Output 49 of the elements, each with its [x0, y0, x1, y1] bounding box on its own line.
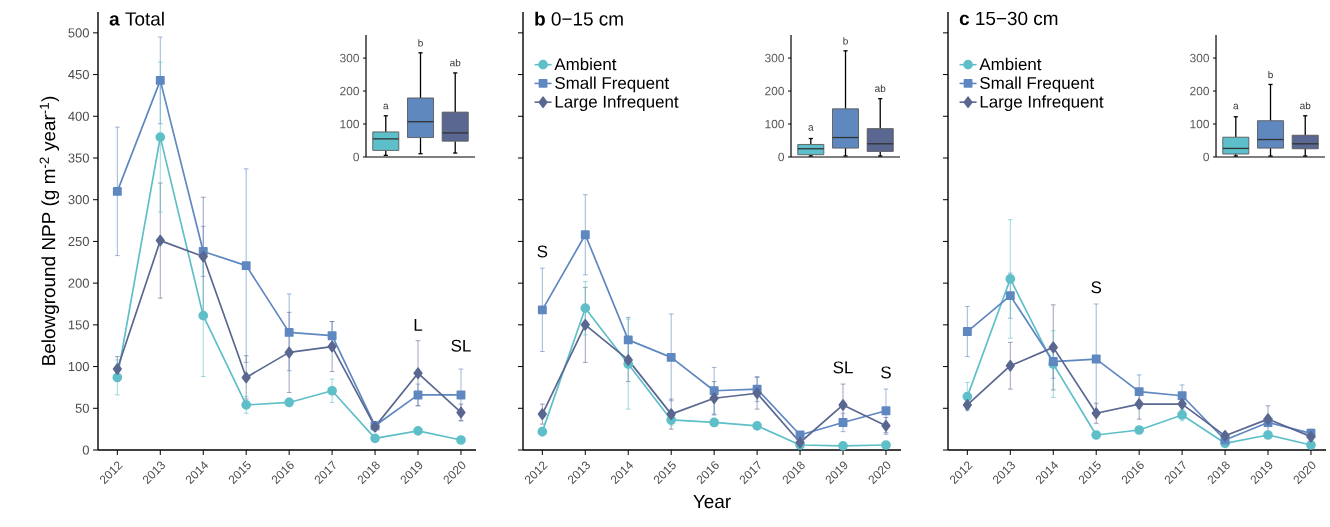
- y-tick-label: 400: [68, 111, 89, 121]
- y-tick-label: 250: [68, 236, 89, 247]
- annotation: ab: [875, 84, 886, 93]
- annotation: SL: [833, 361, 853, 374]
- y-tick-label: 300: [68, 195, 89, 205]
- y-tick-label: 300: [765, 53, 785, 63]
- annotation: ab: [450, 59, 461, 67]
- annotation: b: [843, 37, 848, 45]
- x-axis-title: Year: [693, 494, 731, 509]
- annotation: L: [414, 319, 423, 331]
- annotation: a: [1233, 103, 1239, 110]
- y-tick-label: 350: [68, 153, 89, 163]
- y-tick-label: 300: [339, 53, 360, 63]
- y-tick-label: 50: [75, 403, 89, 413]
- legend-label: Large Infrequent: [555, 95, 679, 112]
- annotation: S: [881, 366, 891, 379]
- y-tick-label: 200: [765, 86, 785, 96]
- annotation: b: [1268, 70, 1273, 79]
- y-tick-label: 0: [82, 445, 89, 455]
- legend-label: Small Frequent: [980, 76, 1095, 93]
- annotation: a: [808, 125, 814, 131]
- y-tick-label: 0: [1203, 152, 1210, 162]
- annotation: ab: [1300, 101, 1311, 110]
- legend-label: Small Frequent: [555, 76, 670, 93]
- chart-title: a Total: [109, 11, 164, 26]
- annotation: b: [418, 39, 423, 47]
- y-tick-label: 100: [1190, 119, 1210, 129]
- y-tick-label: 500: [68, 28, 89, 38]
- chart-title: c 15−30 cm: [959, 11, 1058, 26]
- y-tick-label: 300: [1190, 53, 1210, 63]
- annotation: SL: [451, 339, 471, 352]
- y-tick-label: 150: [68, 320, 89, 330]
- legend-label: Large Infrequent: [980, 95, 1104, 112]
- annotation: a: [383, 103, 389, 110]
- legend-label: Ambient: [554, 57, 617, 71]
- annotation: S: [537, 245, 548, 258]
- y-tick-label: 0: [778, 152, 785, 162]
- y-tick-label: 200: [1190, 86, 1210, 96]
- y-tick-label: 450: [68, 69, 89, 80]
- y-tick-label: 100: [765, 119, 785, 129]
- y-tick-label: 0: [353, 152, 360, 162]
- y-tick-label: 200: [340, 86, 360, 96]
- y-axis-title: Belowground NPP (g m$^{-2}$ year$^{-1}$): [39, 96, 60, 365]
- y-tick-label: 200: [68, 278, 89, 288]
- annotation: S: [1091, 281, 1102, 294]
- legend-label: Ambient: [979, 57, 1042, 71]
- y-tick-label: 100: [340, 119, 360, 129]
- chart-title: b 0−15 cm: [535, 11, 623, 26]
- y-tick-label: 100: [68, 361, 89, 372]
